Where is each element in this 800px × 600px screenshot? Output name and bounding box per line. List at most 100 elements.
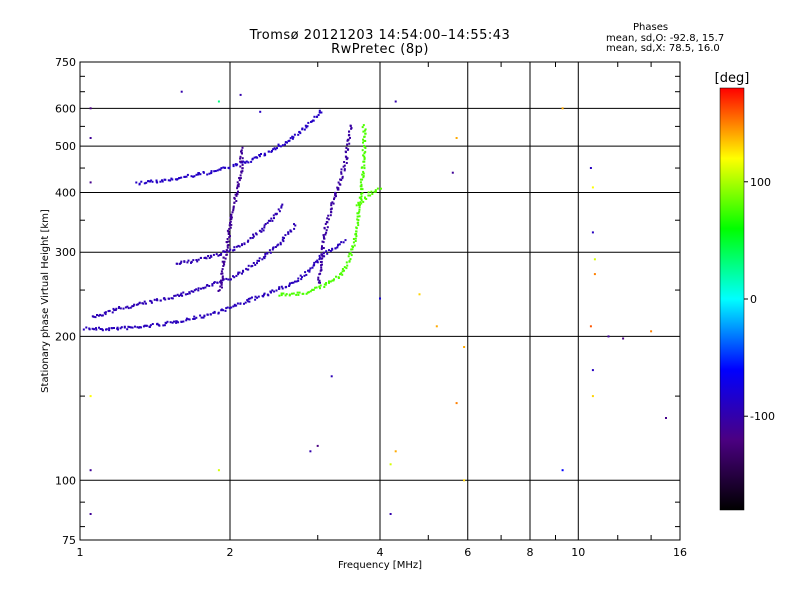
trace-point-o-vert-3 <box>344 150 347 153</box>
trace-point-o-vert-3 <box>320 253 323 256</box>
trace-point-o-vert-2 <box>239 160 242 163</box>
trace-point-o-mid2 <box>247 239 250 242</box>
trace-point-o-low <box>213 310 216 313</box>
trace-point-o-mid1 <box>235 274 238 277</box>
trace-point-x-trace <box>343 269 345 272</box>
trace-point-x-trace <box>362 175 365 178</box>
trace-point-o-mid1 <box>251 264 254 267</box>
trace-point-o-low <box>263 293 265 296</box>
trace-point-o-mid2 <box>269 219 272 222</box>
trace-point-o-low <box>299 274 302 277</box>
isolated-point <box>650 330 653 333</box>
trace-point-o-low <box>301 276 303 279</box>
trace-point-o-low <box>130 326 133 329</box>
trace-point-o-upper <box>307 121 310 124</box>
trace-point-o-mid2 <box>266 221 269 224</box>
trace-point-o-upper <box>258 154 261 156</box>
trace-point-o-low <box>275 289 278 292</box>
trace-point-o-mid1 <box>213 281 216 284</box>
trace-point-o-upper <box>169 179 172 182</box>
trace-point-o-low <box>128 326 131 329</box>
trace-point-x-upper <box>369 194 372 197</box>
trace-point-x-trace <box>362 172 365 175</box>
trace-point-o-mid1 <box>112 307 115 310</box>
trace-point-o-mid1 <box>238 271 241 274</box>
trace-point-x-upper <box>364 196 366 199</box>
y-tick-label: 100 <box>55 474 76 487</box>
trace-point-o-mid1 <box>118 306 121 308</box>
trace-point-o-vert-3 <box>347 148 350 151</box>
isolated-point <box>316 444 319 447</box>
trace-point-o-vert-3 <box>320 264 322 267</box>
trace-point-o-upper <box>197 173 200 176</box>
trace-point-o-mid1 <box>180 292 183 295</box>
trace-point-o-low <box>134 325 136 328</box>
trace-point-o-mid1 <box>182 291 185 294</box>
trace-point-o-mid2 <box>210 255 213 258</box>
isolated-point <box>217 469 220 472</box>
trace-point-o-vert-3 <box>341 175 344 178</box>
trace-point-o-low <box>127 325 130 328</box>
trace-point-o-low <box>288 285 291 287</box>
isolated-point <box>591 369 594 372</box>
trace-point-o-mid1 <box>156 299 159 302</box>
trace-point-x-trace <box>350 248 353 251</box>
trace-point-o-upper <box>297 133 300 136</box>
trace-point-o-mid1 <box>122 307 125 310</box>
trace-point-o-vert-2 <box>230 223 233 226</box>
isolated-point <box>217 100 220 103</box>
trace-point-x-trace <box>357 219 360 222</box>
trace-point-x-trace <box>331 279 334 282</box>
trace-point-o-upper <box>241 161 244 164</box>
trace-point-o-upper <box>301 127 304 130</box>
trace-point-o-mid2 <box>278 210 281 213</box>
trace-point-o-vert-2 <box>228 227 231 230</box>
trace-point-x-trace <box>319 284 322 287</box>
trace-point-x-trace <box>315 286 318 289</box>
trace-point-o-vert-3 <box>348 133 351 136</box>
trace-point-o-vert-3 <box>324 223 327 225</box>
trace-point-o-vert-3 <box>340 168 343 171</box>
trace-point-o-upper <box>234 163 237 166</box>
trace-point-x-trace <box>345 261 348 264</box>
trace-point-o-upper <box>277 143 280 146</box>
trace-point-o-low <box>316 261 319 264</box>
trace-point-o-mid1 <box>188 291 191 294</box>
trace-point-o-vert-2 <box>241 157 244 160</box>
trace-point-o-mid1 <box>211 284 214 287</box>
isolated-point <box>589 167 592 169</box>
trace-point-o-upper <box>219 168 222 171</box>
trace-point-x-trace <box>361 149 364 152</box>
trace-point-o-mid1 <box>206 284 209 286</box>
trace-point-o-vert-2 <box>235 200 238 202</box>
trace-point-o-upper <box>288 139 291 142</box>
trace-point-x-trace <box>363 157 366 160</box>
trace-point-o-low <box>230 306 233 309</box>
trace-point-x-trace <box>340 272 343 275</box>
trace-point-o-mid1 <box>232 275 234 278</box>
trace-point-o-vert-3 <box>331 201 334 204</box>
trace-point-x-trace <box>341 270 344 273</box>
trace-point-o-low <box>85 326 88 329</box>
trace-layer <box>82 109 382 332</box>
trace-point-o-low <box>278 286 281 289</box>
trace-point-o-low <box>270 291 272 294</box>
trace-point-o-mid1 <box>284 234 287 237</box>
trace-point-x-trace <box>328 280 330 283</box>
trace-point-o-low <box>171 321 174 324</box>
trace-point-x-upper <box>380 187 382 190</box>
trace-point-o-upper <box>161 179 163 182</box>
trace-point-x-trace <box>291 292 293 295</box>
trace-point-o-upper <box>318 111 321 114</box>
trace-point-o-low <box>273 290 276 293</box>
trace-point-o-low <box>318 254 321 257</box>
trace-point-o-vert-3 <box>343 161 346 163</box>
trace-point-o-vert-3 <box>319 261 322 263</box>
isolated-point <box>589 325 592 328</box>
isolated-point <box>309 450 312 453</box>
trace-point-o-low <box>336 246 339 249</box>
trace-point-o-low <box>169 321 172 324</box>
trace-point-o-vert-2 <box>221 275 224 278</box>
x-tick-label: 6 <box>464 546 471 559</box>
trace-point-o-vert-2 <box>222 265 225 267</box>
